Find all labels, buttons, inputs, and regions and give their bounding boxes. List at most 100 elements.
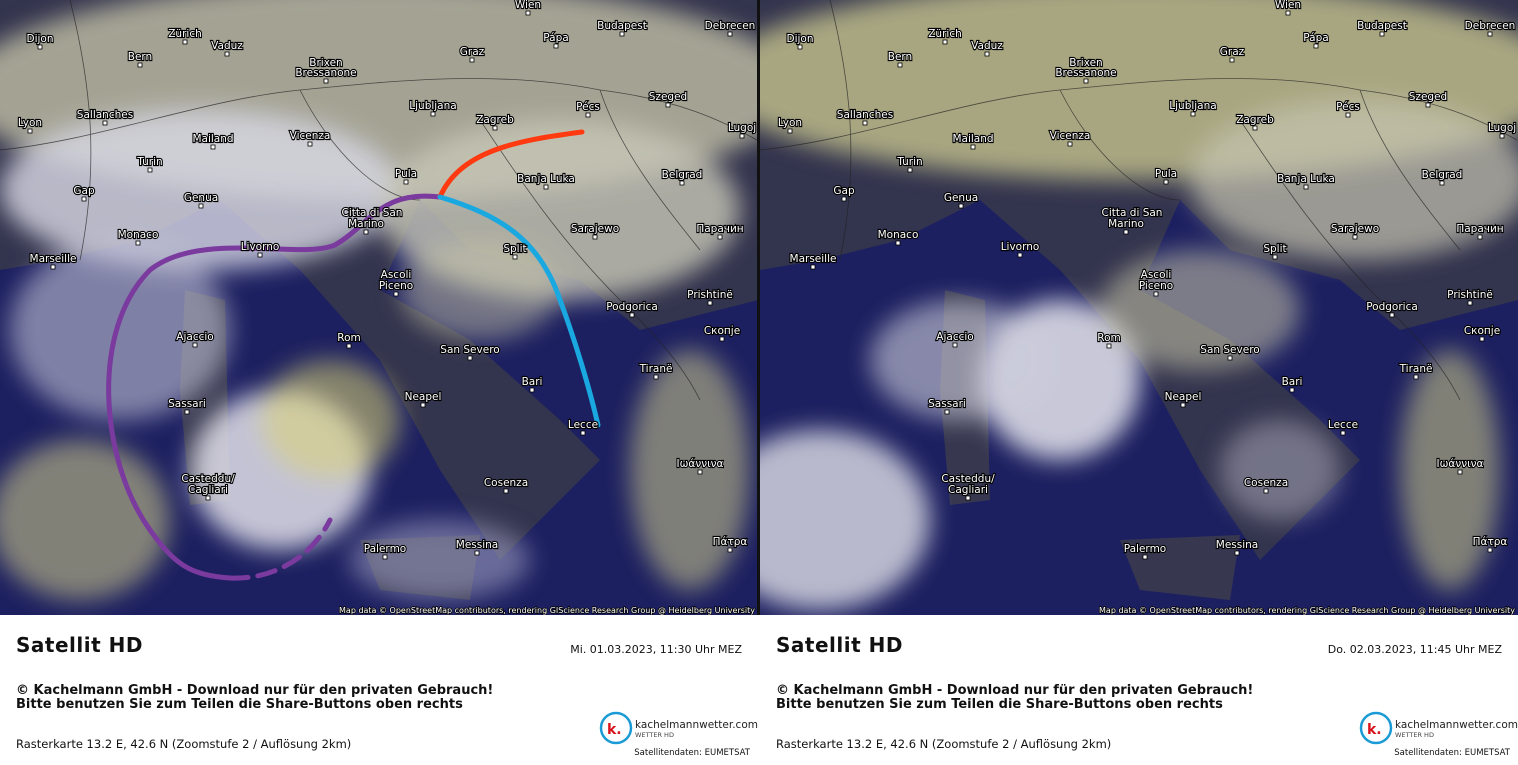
share-note: Bitte benutzen Sie zum Teilen die Share-… (16, 697, 463, 712)
cloud (1100, 250, 1300, 370)
city-marker (841, 196, 847, 202)
city-label: Парачин (1456, 223, 1503, 235)
city-marker (707, 300, 713, 306)
city-label: Neapel (1165, 391, 1202, 403)
city-label: Cagliari (948, 484, 988, 496)
cloud (10, 240, 230, 420)
city-label: Livorno (1001, 241, 1040, 253)
track-line (106, 242, 338, 581)
city-label: Lugoj (1488, 122, 1516, 134)
city-marker (727, 31, 733, 37)
city-marker (958, 203, 964, 209)
city-marker (81, 196, 87, 202)
city-marker (727, 547, 733, 553)
city-label: Palermo (364, 543, 406, 555)
city-label: Turin (136, 156, 162, 168)
city-label: Piceno (379, 280, 413, 292)
city-marker (469, 57, 475, 63)
city-marker (952, 342, 958, 348)
city-marker (1345, 112, 1351, 118)
raster-info: Rasterkarte 13.2 E, 42.6 N (Zoomstufe 2 … (16, 737, 351, 751)
cloud (400, 240, 560, 340)
border-line (479, 119, 701, 401)
city-marker (467, 355, 473, 361)
city-marker (697, 469, 703, 475)
city-marker (474, 550, 480, 556)
city-marker (1272, 254, 1278, 260)
city-marker (529, 387, 535, 393)
city-marker (1083, 78, 1089, 84)
city-marker (1313, 43, 1319, 49)
city-label: Graz (460, 46, 485, 58)
city-marker (1229, 57, 1235, 63)
city-marker (1340, 430, 1346, 436)
city-marker (50, 264, 56, 270)
city-label: Скопје (1464, 325, 1500, 337)
cloud (630, 350, 750, 590)
city-marker (629, 312, 635, 318)
copyright: © Kachelmann GmbH - Download nur für den… (776, 683, 1253, 698)
cloud-layer (760, 0, 1518, 610)
city-label: Marseille (790, 253, 837, 265)
city-label: Genua (184, 192, 218, 204)
city-label: Ljubljana (409, 100, 456, 112)
city-marker (1413, 374, 1419, 380)
city-label: Ascoli (381, 269, 412, 281)
city-label: Belgrad (662, 169, 703, 181)
city-marker (1190, 111, 1196, 117)
city-marker (810, 264, 816, 270)
city-label: Dijon (27, 33, 54, 45)
city-marker (1153, 291, 1159, 297)
city-marker (1379, 31, 1385, 37)
city-marker (984, 51, 990, 57)
city-marker (257, 252, 263, 258)
city-label: Zagreb (476, 114, 514, 126)
city-label: Turin (896, 156, 922, 168)
city-label: Sallanches (837, 109, 893, 121)
city-label: Budapest (1357, 20, 1407, 32)
city-marker (1227, 355, 1233, 361)
city-label: Gap (73, 185, 95, 197)
city-label: Wien (515, 0, 541, 11)
city-label: Tiranë (1399, 363, 1433, 375)
city-label: Ascoli (1141, 269, 1172, 281)
city-label: Monaco (878, 229, 919, 241)
city-label: Split (503, 243, 526, 255)
city-marker (1123, 229, 1129, 235)
city-label: Casteddu/ (941, 473, 995, 485)
city-label: Gap (833, 185, 855, 197)
city-marker (198, 203, 204, 209)
city-marker (897, 62, 903, 68)
city-label: Piceno (1139, 280, 1173, 292)
city-marker (224, 51, 230, 57)
city-label: Banja Luka (1277, 173, 1335, 185)
city-label: Pécs (1336, 101, 1360, 113)
city-marker (1180, 402, 1186, 408)
city-label: Monaco (118, 229, 159, 241)
city-label: Bern (888, 51, 912, 63)
city-label: Zagreb (1236, 114, 1274, 126)
city-marker (393, 291, 399, 297)
city-marker (430, 111, 436, 117)
city-marker (382, 554, 388, 560)
city-marker (1439, 180, 1445, 186)
logo-ring (599, 711, 633, 745)
border-line (69, 0, 92, 261)
city-marker (420, 402, 426, 408)
city-label: Ljubljana (1169, 100, 1216, 112)
map-attribution: Map data © OpenStreetMap contributors, r… (339, 606, 755, 615)
city-marker (965, 495, 971, 501)
city-label: Cagliari (188, 484, 228, 496)
satellite-panel: Wien Budapest Debrecen Dijon Zürich Vaduz Bern… (760, 0, 1518, 615)
city-label: Скопје (704, 325, 740, 337)
city-marker (739, 133, 745, 139)
caption-date: Mi. 01.03.2023, 11:30 Uhr MEZ (570, 643, 742, 656)
city-label: Ajaccio (936, 331, 973, 343)
caption-date: Do. 02.03.2023, 11:45 Uhr MEZ (1328, 643, 1503, 656)
island (1120, 535, 1240, 600)
city-marker (307, 141, 313, 147)
city-label: Sassari (928, 398, 966, 410)
border-line (829, 0, 852, 261)
city-label: Marseille (30, 253, 77, 265)
